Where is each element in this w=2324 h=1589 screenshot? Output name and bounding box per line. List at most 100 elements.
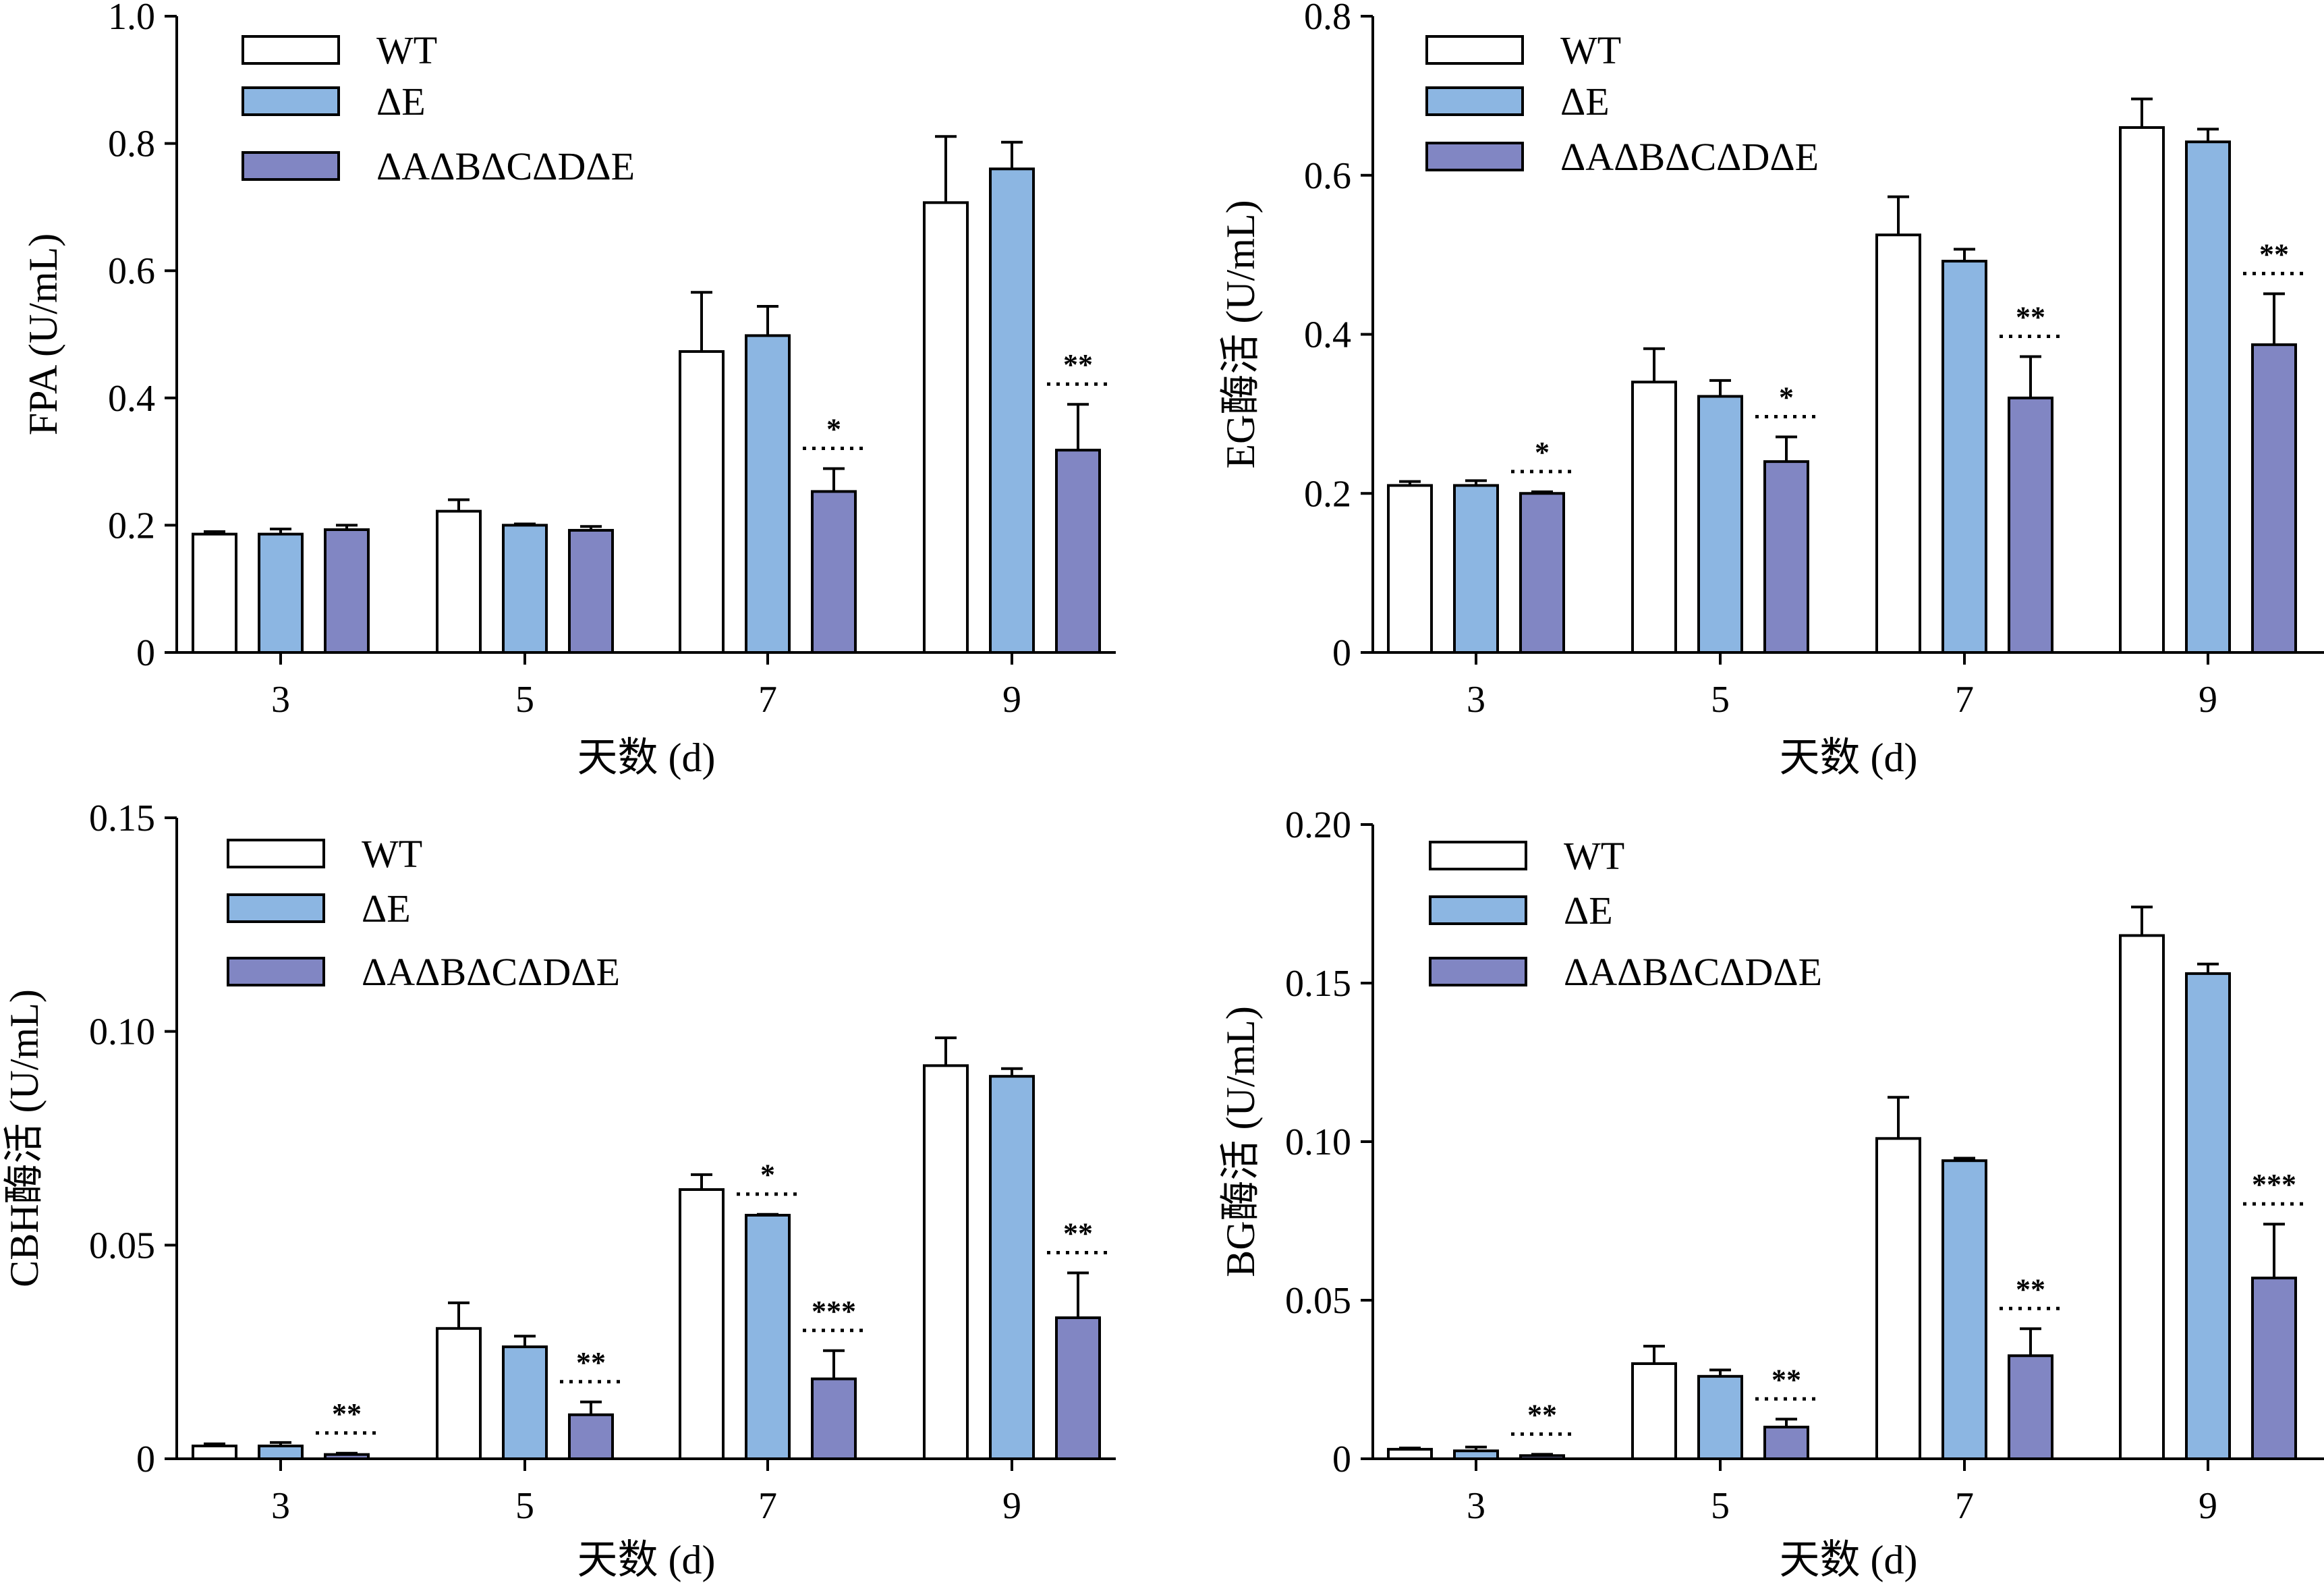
x-tick-label: 9 [1002, 1485, 1021, 1527]
y-tick-label: 0.6 [1304, 155, 1351, 197]
x-tick-label: 3 [1467, 1485, 1485, 1527]
y-tick-label: 0.2 [108, 505, 155, 547]
legend-label: ΔE [362, 887, 411, 930]
bar [811, 490, 857, 654]
y-tick-label: 0.8 [108, 123, 155, 165]
legend-label: ΔE [1560, 80, 1610, 123]
bar [2251, 1277, 2297, 1460]
bar [923, 1064, 969, 1461]
bar [679, 350, 725, 654]
legend-swatch [227, 957, 325, 986]
x-tick-label: 7 [758, 1485, 777, 1527]
significance-label: ** [1063, 1217, 1093, 1250]
bar [2008, 396, 2053, 654]
legend-label: ΔE [1564, 889, 1613, 932]
bar [502, 524, 548, 654]
x-axis-title: 天数 (d) [1780, 1538, 1918, 1582]
x-tick-label: 7 [758, 679, 777, 721]
significance-label: ** [2259, 238, 2289, 271]
legend-swatch [242, 35, 340, 65]
y-tick-label: 0 [1332, 1439, 1351, 1480]
bar [324, 528, 370, 654]
significance-label: ** [576, 1346, 606, 1379]
x-tick-label: 9 [2199, 1485, 2217, 1527]
legend-swatch [227, 839, 325, 868]
bar [568, 1413, 614, 1460]
legend-label: WT [1560, 28, 1621, 72]
bar [192, 532, 237, 654]
bar [436, 1327, 482, 1461]
bar [811, 1377, 857, 1460]
x-tick-label: 9 [1002, 679, 1021, 721]
x-axis-title: 天数 (d) [1780, 735, 1918, 780]
legend-label: ΔAΔBΔCΔDΔE [1560, 135, 1819, 179]
bar [989, 167, 1035, 654]
y-tick-label: 0.6 [108, 250, 155, 292]
bar [1519, 1454, 1565, 1461]
bar [192, 1445, 237, 1460]
bar [568, 528, 614, 654]
y-tick-label: 0.2 [1304, 473, 1351, 515]
x-tick-label: 7 [1955, 1485, 1974, 1527]
bar [1387, 484, 1433, 654]
legend-swatch [242, 151, 340, 181]
bar [1519, 492, 1565, 654]
y-tick-label: 0 [1332, 632, 1351, 674]
bar [1055, 449, 1101, 654]
bar [1942, 1159, 1987, 1460]
legend-label: WT [376, 28, 437, 72]
significance-label: * [1535, 436, 1550, 469]
y-tick-label: 0.10 [89, 1011, 155, 1053]
significance-label: * [760, 1159, 775, 1192]
significance-label: ** [1527, 1398, 1557, 1431]
bar [2185, 972, 2231, 1460]
legend-label: ΔAΔBΔCΔDΔE [1564, 950, 1822, 994]
bar [1875, 233, 1921, 654]
y-axis-title: FPA (U/mL) [21, 233, 65, 436]
y-tick-label: 1.0 [108, 0, 155, 38]
y-axis-title: EG酶活 (U/mL) [1218, 200, 1263, 468]
bar [1453, 484, 1499, 654]
bar [1387, 1447, 1433, 1460]
bar [2008, 1354, 2053, 1460]
y-tick-label: 0.4 [108, 378, 155, 420]
y-axis-title: BG酶活 (U/mL) [1218, 1006, 1263, 1277]
legend-swatch [1425, 142, 1524, 171]
significance-label: ** [2016, 1273, 2045, 1306]
x-tick-label: 5 [1711, 679, 1730, 721]
y-tick-label: 0.10 [1285, 1121, 1351, 1163]
legend-swatch [1429, 895, 1527, 925]
bar [1055, 1316, 1101, 1460]
x-axis-title: 天数 (d) [577, 735, 716, 780]
significance-label: ** [2016, 301, 2045, 334]
x-tick-label: 3 [1467, 679, 1485, 721]
bar [989, 1075, 1035, 1460]
significance-label: ** [1063, 348, 1093, 381]
y-tick-label: 0.05 [89, 1225, 155, 1266]
bar [1763, 460, 1809, 654]
x-tick-label: 3 [271, 1485, 290, 1527]
significance-label: * [1779, 381, 1794, 414]
y-tick-label: 0 [136, 632, 155, 674]
x-tick-label: 5 [515, 679, 534, 721]
x-tick-label: 3 [271, 679, 290, 721]
bar [1631, 1362, 1677, 1460]
legend-swatch [1425, 35, 1524, 65]
bar [258, 532, 304, 654]
bar [1942, 260, 1987, 654]
significance-label: * [826, 412, 841, 445]
legend-swatch [1429, 841, 1527, 870]
legend-swatch [1429, 957, 1527, 986]
y-tick-label: 0.20 [1285, 804, 1351, 846]
bar [1453, 1449, 1499, 1460]
bar [679, 1188, 725, 1460]
legend-label: ΔAΔBΔCΔDΔE [376, 144, 635, 188]
bar [502, 1345, 548, 1460]
bar [745, 1214, 791, 1460]
bar [745, 334, 791, 654]
y-tick-label: 0.15 [1285, 963, 1351, 1005]
bar [1697, 395, 1743, 654]
significance-label: ** [332, 1397, 362, 1430]
